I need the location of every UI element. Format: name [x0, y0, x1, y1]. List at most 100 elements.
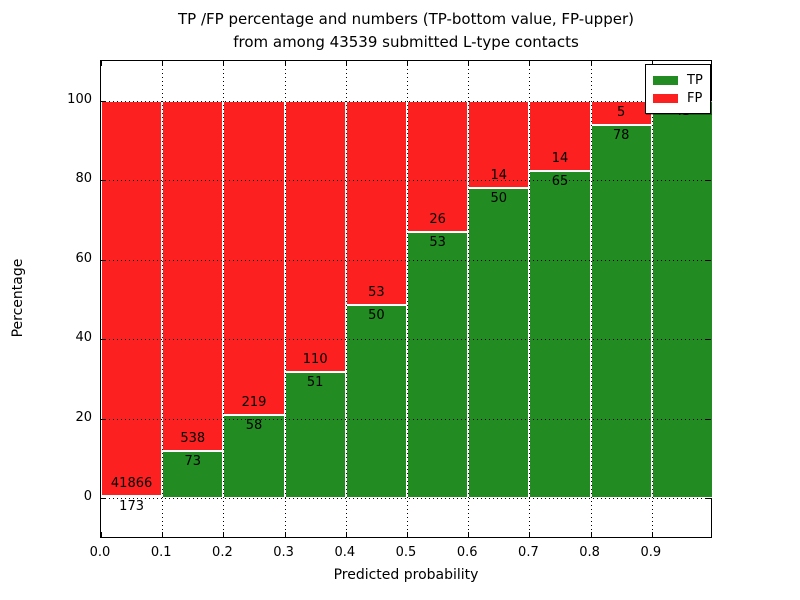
bar-segment-fp-7 [529, 101, 591, 172]
x-tick-label-0.3: 0.3 [273, 545, 294, 560]
ytick-left-0 [101, 498, 106, 499]
chart-title-line2: from among 43539 submitted L-type contac… [233, 33, 579, 52]
y-tick-label-20: 20 [75, 409, 92, 425]
xtick-bottom-0.0 [101, 532, 102, 537]
xtick-top-0.3 [284, 61, 286, 66]
vgridline-0.6 [468, 61, 470, 537]
xtick-top-0.0 [101, 61, 102, 66]
tp-count-label-2: 58 [245, 417, 263, 433]
bar-segment-tp-3 [284, 372, 346, 498]
y-tick-label-60: 60 [75, 250, 92, 266]
fp-count-label-7: 14 [551, 151, 569, 167]
tp-count-label-7: 65 [551, 174, 569, 190]
ytick-left-60 [101, 259, 106, 261]
chart-title-line1: TP /FP percentage and numbers (TP-bottom… [178, 10, 634, 28]
hgridline-60 [101, 259, 711, 261]
y-tick-label-80: 80 [75, 171, 92, 187]
vgridline-0.9 [651, 61, 653, 537]
ytick-right-80 [706, 180, 711, 182]
hgridline-100 [101, 101, 711, 102]
ytick-left-20 [101, 418, 106, 420]
legend-label-tp: TP [687, 73, 703, 88]
fp-count-label-1: 538 [180, 430, 206, 446]
bar-segment-fp-0 [101, 101, 163, 497]
xtick-top-0.6 [468, 61, 470, 66]
x-axis-label: Predicted probability [333, 567, 479, 583]
tp-count-label-3: 51 [306, 375, 324, 391]
xtick-top-0.4 [345, 61, 347, 66]
fp-count-label-2: 219 [241, 394, 267, 410]
tp-count-label-4: 50 [368, 308, 385, 324]
fp-count-label-3: 110 [302, 352, 328, 368]
x-tick-label-0.7: 0.7 [518, 545, 539, 560]
ytick-left-100 [101, 101, 106, 102]
fp-count-label-6: 14 [490, 167, 508, 183]
ytick-left-80 [101, 180, 106, 182]
vgridline-0.3 [284, 61, 286, 537]
vgridline-0.7 [529, 61, 531, 537]
xtick-bottom-0.6 [468, 532, 470, 537]
bar-segment-fp-6 [468, 101, 530, 188]
ytick-right-40 [706, 339, 711, 341]
xtick-top-0.9 [651, 61, 653, 66]
x-tick-label-0.4: 0.4 [334, 545, 356, 560]
xtick-top-0.2 [223, 61, 225, 66]
legend: TP FP [645, 64, 711, 114]
x-tick-label-0.5: 0.5 [395, 545, 417, 560]
hgridline-0 [101, 498, 711, 499]
legend-swatch-fp [653, 94, 678, 103]
xtick-bottom-0.7 [529, 532, 531, 537]
bar-segment-fp-5 [407, 101, 469, 232]
vgridline-0.1 [162, 61, 164, 537]
bar-segment-tp-0 [101, 496, 163, 499]
bar-labels-layer: 41866 173 538 73 219 58 110 51 53 50 26 53 14 50 14 65 5… [101, 61, 711, 537]
ticks-layer [101, 61, 711, 537]
vgridline-0.5 [407, 61, 408, 537]
legend-swatch-tp [653, 76, 678, 85]
bar-segment-tp-7 [529, 171, 591, 498]
hgridline-20 [101, 418, 711, 420]
xtick-bottom-0.2 [223, 532, 225, 537]
tp-count-label-1: 73 [184, 453, 202, 469]
hgridline-80 [101, 180, 711, 182]
x-tick-label-0.8: 0.8 [579, 545, 600, 560]
plot-area: 41866 173 538 73 219 58 110 51 53 50 26 53 14 50 14 65 5… [100, 60, 713, 538]
xtick-top-0.1 [162, 61, 164, 66]
xtick-top-0.7 [529, 61, 531, 66]
bar-segment-fp-1 [162, 101, 224, 451]
legend-label-fp: FP [687, 91, 703, 106]
x-tick-label-0.9: 0.9 [640, 545, 662, 560]
bar-segment-fp-3 [284, 101, 346, 373]
tp-count-label-0: 173 [119, 499, 145, 515]
legend-entry-tp: TP [653, 73, 703, 88]
vgridline-0.4 [345, 61, 347, 537]
vgridline-0.8 [590, 61, 592, 537]
ytick-right-60 [706, 259, 711, 261]
bar-segment-tp-2 [223, 414, 285, 498]
x-tick-label-0.0: 0.0 [89, 545, 111, 560]
tp-count-label-5: 53 [429, 234, 446, 250]
ytick-right-20 [706, 418, 711, 420]
grid-layer [101, 61, 711, 537]
bar-segment-fp-4 [345, 101, 407, 306]
bars-layer [101, 61, 713, 537]
fp-count-label-5: 26 [429, 211, 446, 227]
bar-segment-tp-8 [590, 124, 652, 498]
xtick-bottom-0.5 [407, 532, 408, 537]
fp-count-label-0: 41866 [110, 476, 153, 492]
xtick-bottom-0.1 [162, 532, 164, 537]
xtick-top-0.8 [590, 61, 592, 66]
fp-count-label-8: 5 [617, 104, 626, 120]
bar-segment-tp-4 [345, 305, 407, 498]
ytick-left-40 [101, 339, 106, 341]
hgridline-40 [101, 339, 711, 341]
xtick-bottom-0.3 [284, 532, 286, 537]
chart-title: TP /FP percentage and numbers (TP-bottom… [100, 8, 712, 55]
xtick-bottom-0.8 [590, 532, 592, 537]
x-tick-label-0.6: 0.6 [456, 545, 478, 560]
y-tick-label-100: 100 [67, 92, 92, 107]
tp-count-label-8: 78 [612, 127, 630, 143]
x-tick-label-0.2: 0.2 [212, 545, 233, 560]
bar-segment-tp-9 [651, 101, 713, 498]
